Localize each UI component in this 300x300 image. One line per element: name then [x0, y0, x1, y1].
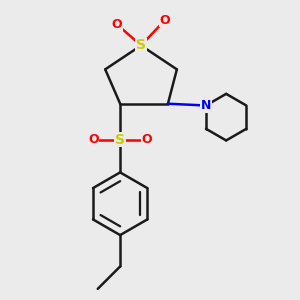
Text: S: S	[115, 133, 125, 146]
Text: O: O	[88, 133, 99, 146]
Text: S: S	[136, 38, 146, 52]
Text: O: O	[160, 14, 170, 27]
Text: O: O	[112, 18, 122, 31]
Text: N: N	[201, 99, 211, 112]
Text: O: O	[142, 133, 152, 146]
